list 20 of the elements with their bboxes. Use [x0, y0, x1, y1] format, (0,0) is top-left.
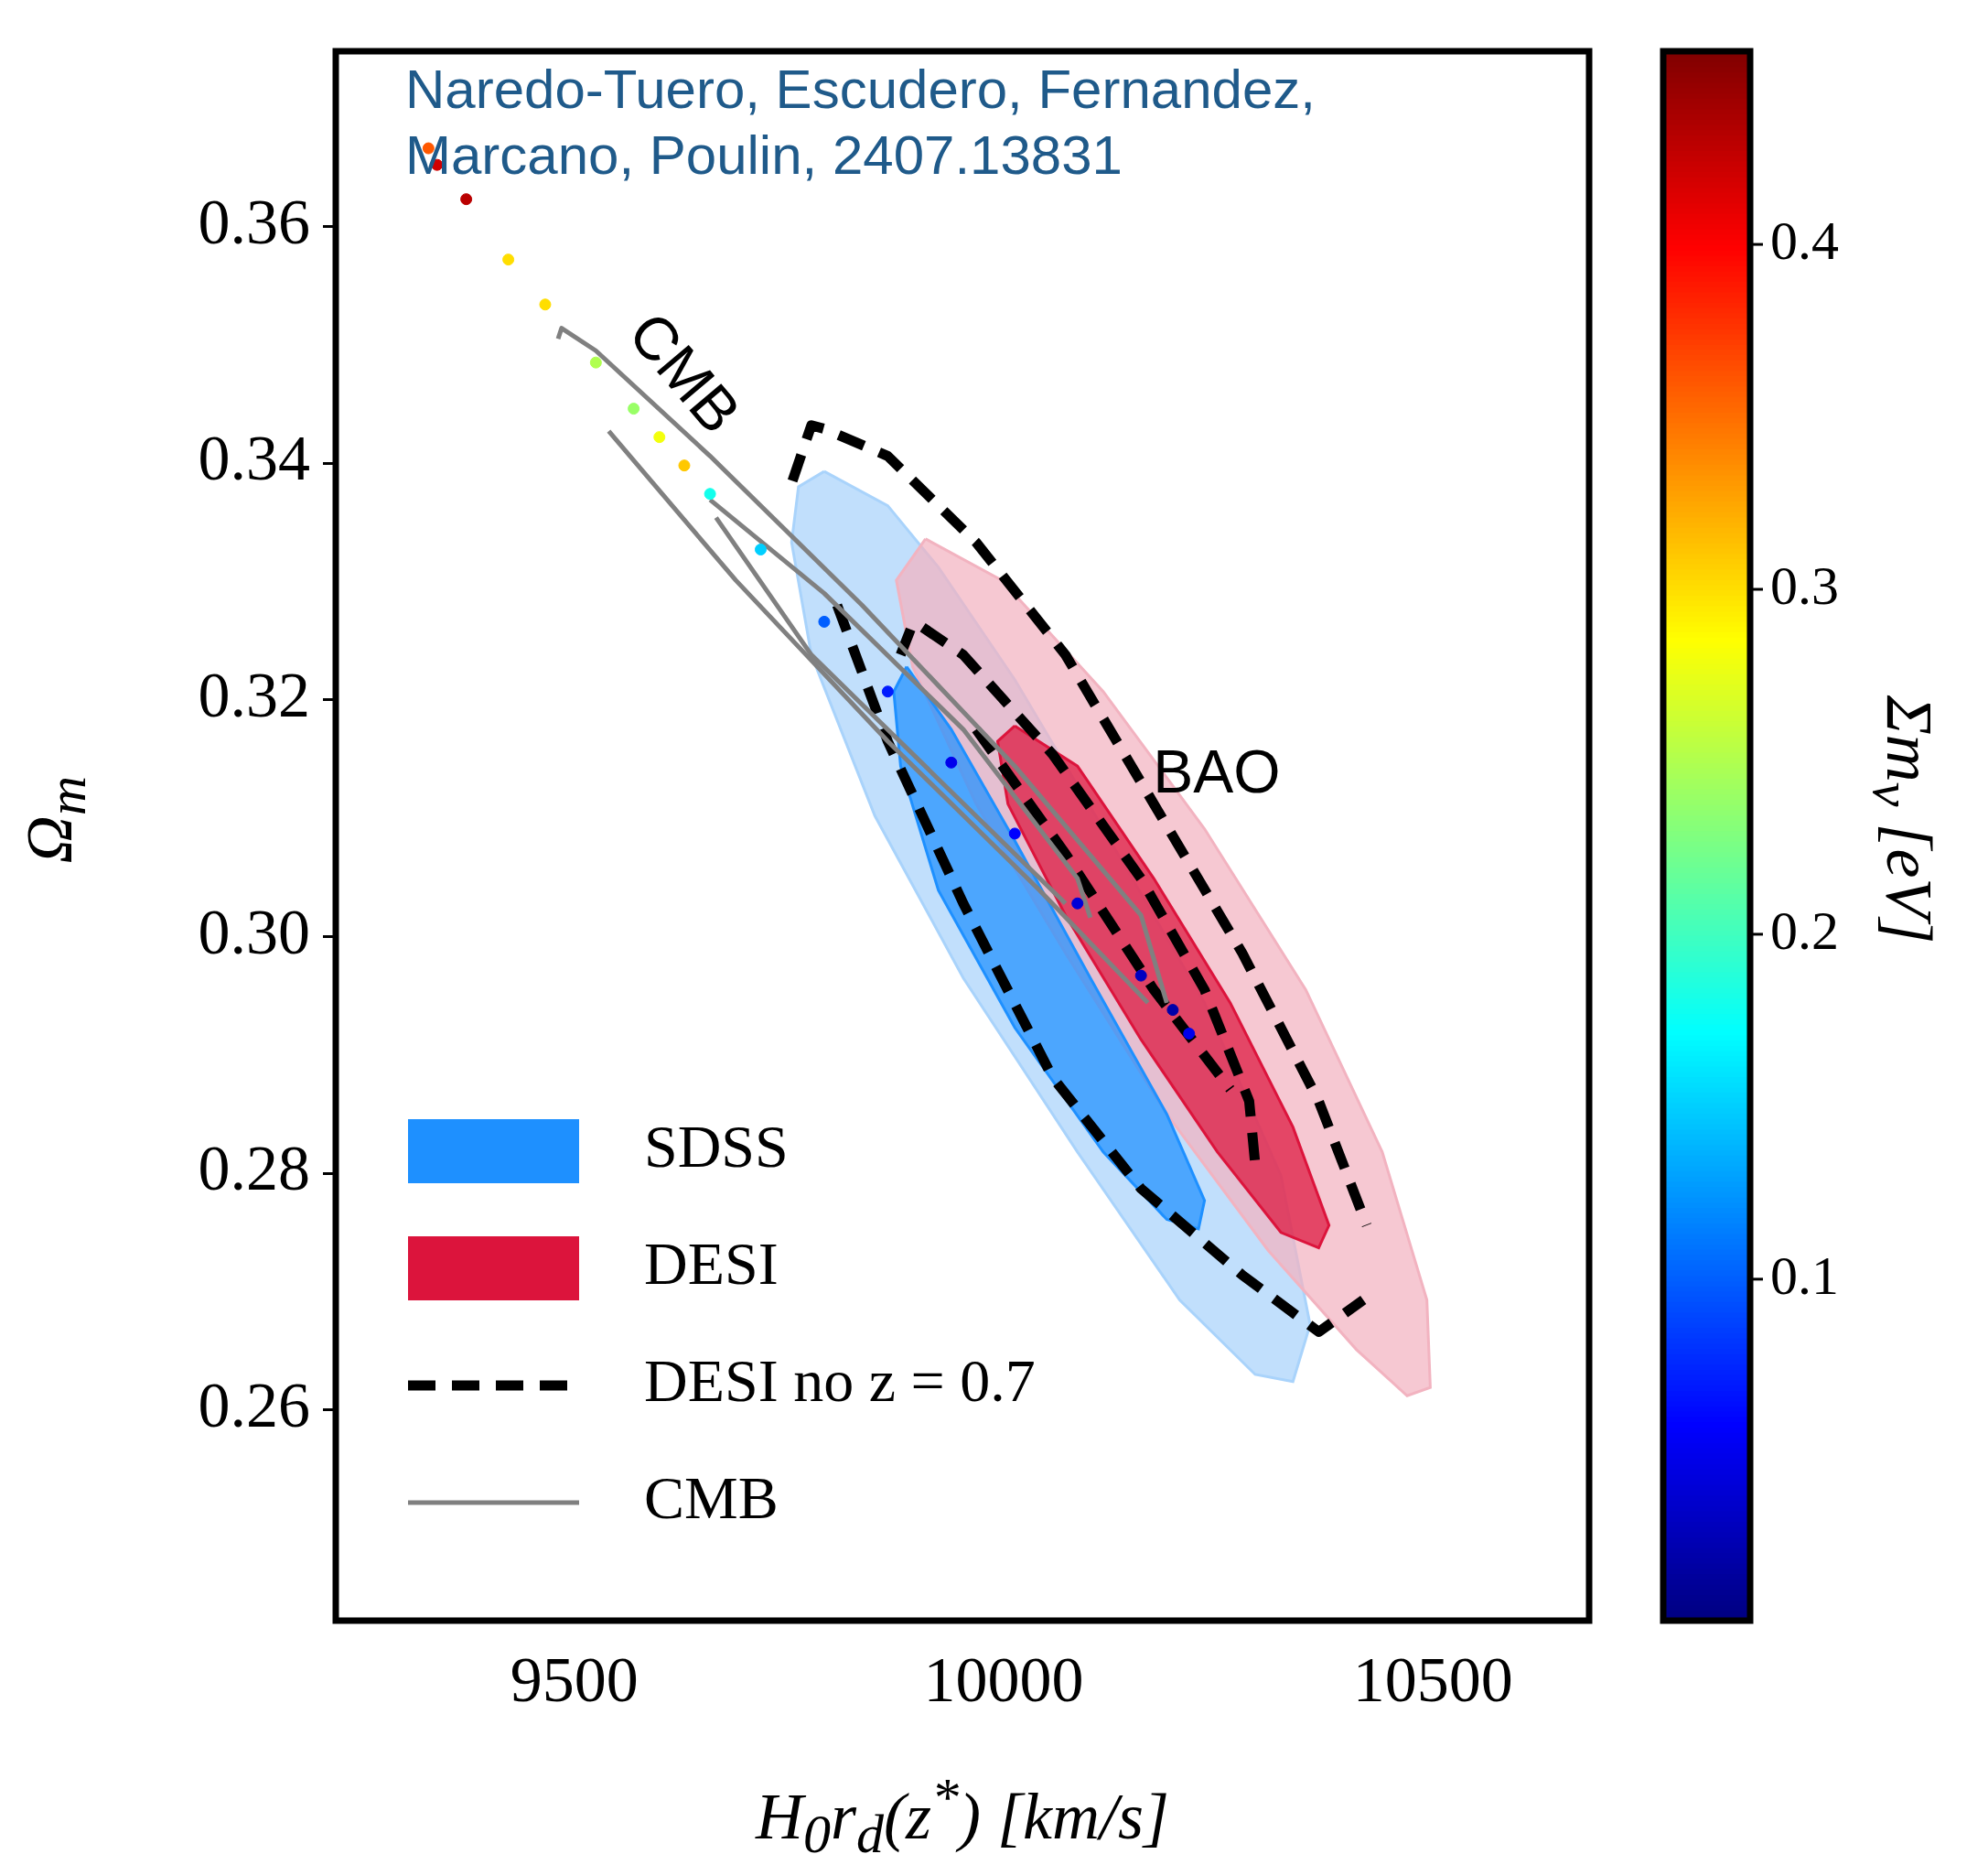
x-tick-label: 10000: [923, 1644, 1084, 1716]
legend-label: DESI no z = 0.7: [644, 1347, 1036, 1415]
legend-label: CMB: [644, 1464, 779, 1532]
legend-label: DESI: [644, 1230, 779, 1298]
color-bar-label: 0.2: [1770, 900, 1839, 961]
y-tick-label: 0.32: [198, 660, 310, 731]
y-tick-label: 0.28: [198, 1133, 310, 1204]
x-tick-label: 9500: [510, 1644, 639, 1716]
y-tick-label: 0.36: [198, 186, 310, 257]
annotation: Naredo-Tuero, Escudero, Fernandez, Marcano, Poulin, 2407.13831: [405, 58, 1316, 188]
color-bar-label: 0.4: [1770, 210, 1839, 271]
y-tick-label: 0.26: [198, 1370, 310, 1441]
x-tick-label: 10500: [1352, 1644, 1513, 1716]
y-tick-label: 0.30: [198, 896, 310, 967]
y-tick-label: 0.34: [198, 423, 310, 494]
color-bar-label: 0.1: [1770, 1245, 1839, 1306]
annotation: BAO: [1153, 738, 1281, 806]
legend-label: SDSS: [644, 1113, 789, 1180]
x-axis-title: H$_{0}$r$_{d}$(z$^{*}$) [km/s]: [756, 1766, 1170, 1854]
color-bar-label: 0.3: [1770, 555, 1839, 616]
